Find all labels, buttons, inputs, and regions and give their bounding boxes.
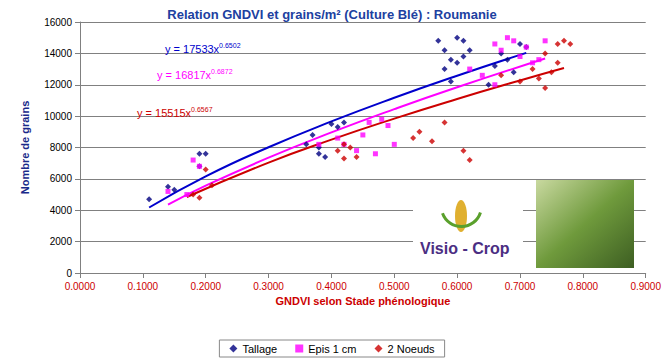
svg-text:0.6567: 0.6567 bbox=[191, 106, 213, 113]
svg-text:2 Noeuds: 2 Noeuds bbox=[388, 343, 436, 355]
svg-text:0.9000: 0.9000 bbox=[630, 281, 661, 292]
svg-text:y = 17533x: y = 17533x bbox=[165, 43, 220, 55]
svg-text:0.2000: 0.2000 bbox=[190, 281, 221, 292]
svg-text:0.5000: 0.5000 bbox=[379, 281, 410, 292]
svg-text:y = 16817x: y = 16817x bbox=[157, 69, 212, 81]
svg-text:0.6000: 0.6000 bbox=[442, 281, 473, 292]
svg-text:Relation GNDVI et grains/m² (C: Relation GNDVI et grains/m² (Culture Blé… bbox=[167, 7, 496, 22]
svg-text:y = 15515x: y = 15515x bbox=[137, 107, 192, 119]
svg-text:4000: 4000 bbox=[50, 205, 73, 216]
svg-text:14000: 14000 bbox=[44, 48, 72, 59]
svg-text:Epis 1 cm: Epis 1 cm bbox=[308, 343, 356, 355]
svg-text:GNDVI selon Stade phénologique: GNDVI selon Stade phénologique bbox=[275, 295, 450, 307]
svg-text:0.4000: 0.4000 bbox=[316, 281, 347, 292]
svg-text:Tallage: Tallage bbox=[242, 343, 277, 355]
svg-text:0.3000: 0.3000 bbox=[253, 281, 284, 292]
svg-text:0.6872: 0.6872 bbox=[211, 68, 233, 75]
svg-text:8000: 8000 bbox=[50, 142, 73, 153]
svg-text:6000: 6000 bbox=[50, 173, 73, 184]
svg-text:0.6502: 0.6502 bbox=[219, 42, 241, 49]
svg-text:2000: 2000 bbox=[50, 236, 73, 247]
svg-text:16000: 16000 bbox=[44, 17, 72, 28]
svg-text:0.7000: 0.7000 bbox=[505, 281, 536, 292]
svg-text:12000: 12000 bbox=[44, 79, 72, 90]
svg-text:0: 0 bbox=[66, 268, 72, 279]
svg-text:Visio - Crop: Visio - Crop bbox=[420, 240, 510, 257]
svg-text:0.0000: 0.0000 bbox=[65, 281, 96, 292]
svg-text:0.1000: 0.1000 bbox=[128, 281, 159, 292]
svg-text:0.8000: 0.8000 bbox=[568, 281, 599, 292]
svg-text:10000: 10000 bbox=[44, 111, 72, 122]
svg-text:Nombre de grains: Nombre de grains bbox=[19, 101, 31, 195]
